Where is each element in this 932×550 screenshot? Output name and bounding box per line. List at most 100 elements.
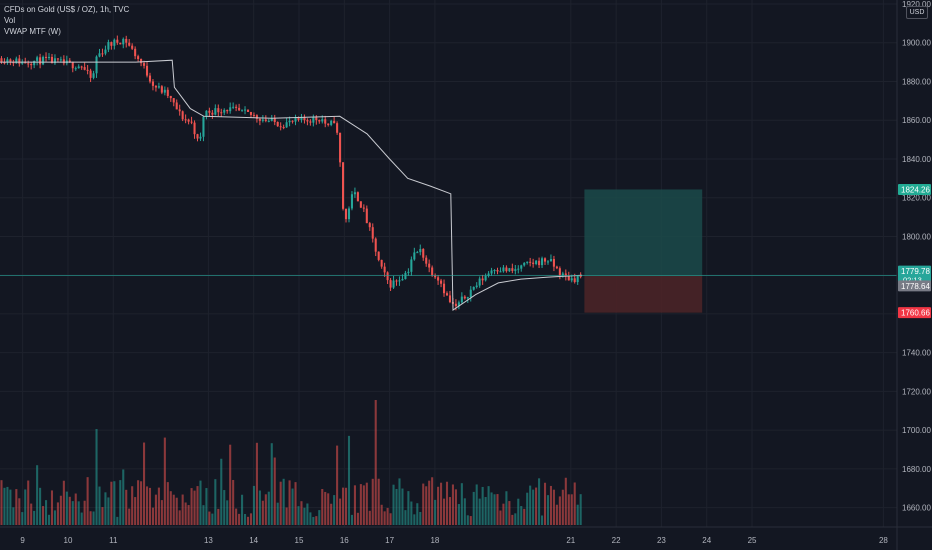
- volume-bar: [342, 487, 345, 525]
- candle-body: [110, 42, 113, 46]
- candle-body: [202, 116, 205, 137]
- time-axis[interactable]: 9 10 11 13 14 15 16 17 18 21 22 23 24 25 28: [0, 526, 932, 545]
- candle-body: [279, 126, 282, 128]
- candle-body: [532, 262, 535, 264]
- time-tick-label: 21: [566, 536, 575, 545]
- volume-bar: [163, 437, 166, 525]
- candle-body: [303, 116, 306, 121]
- volume-bar: [460, 483, 463, 525]
- volume-bar: [324, 491, 327, 525]
- volume-bar: [181, 494, 184, 525]
- volume-bar: [190, 488, 193, 525]
- price-tick-label: 1860.00: [902, 116, 931, 125]
- time-tick-label: 14: [249, 536, 258, 545]
- volume-bar: [350, 514, 353, 525]
- candle-body: [148, 75, 152, 82]
- candle-body: [50, 56, 54, 64]
- vwap-indicator-label[interactable]: VWAP MTF (W): [4, 27, 61, 36]
- candle-body: [442, 283, 446, 294]
- candle-body: [437, 277, 440, 281]
- price-tick-label: 1660.00: [902, 504, 931, 513]
- candle-body: [77, 66, 80, 69]
- volume-bar: [312, 516, 315, 525]
- candle-body: [445, 293, 449, 296]
- candle-body: [344, 208, 348, 220]
- volume-bar: [83, 500, 86, 525]
- candle-body: [44, 56, 48, 58]
- candle-body: [131, 45, 134, 49]
- volume-bar: [570, 494, 573, 525]
- candle-body: [261, 119, 264, 121]
- candle-body: [475, 285, 478, 287]
- candle-body: [264, 119, 267, 121]
- volume-bar: [413, 514, 416, 525]
- chart-legend: CFDs on Gold (US$ / OZ), 1h, TVC Vol VWA…: [4, 4, 129, 37]
- price-tick-label: 1880.00: [902, 77, 931, 86]
- candle-body: [508, 268, 511, 272]
- time-tick-label: 13: [204, 536, 213, 545]
- volume-bar: [243, 513, 247, 525]
- symbol-title[interactable]: CFDs on Gold (US$ / OZ), 1h, TVC: [4, 5, 130, 14]
- candle-body: [83, 67, 86, 70]
- candle-body: [505, 267, 508, 272]
- volume-bar: [573, 482, 576, 525]
- volume-bar: [44, 500, 48, 525]
- volume-bar: [347, 435, 351, 525]
- volume-bar: [6, 486, 9, 525]
- volume-bar: [294, 482, 297, 525]
- stop-loss-label: 1760.66: [901, 309, 930, 318]
- candle-body: [288, 120, 291, 123]
- volume-bar: [318, 510, 321, 525]
- candle-body: [27, 63, 30, 65]
- candle-body: [350, 194, 353, 209]
- volume-bar: [273, 457, 276, 525]
- candle-body: [321, 119, 324, 122]
- volume-bar: [125, 489, 128, 525]
- candle-body: [558, 268, 561, 276]
- volume-bar: [431, 477, 434, 525]
- candle-body: [356, 192, 359, 202]
- candle-body: [15, 58, 18, 64]
- long-position-tool[interactable]: [584, 189, 703, 313]
- candle-body: [178, 109, 181, 112]
- candle-body: [573, 278, 576, 283]
- price-tick-label: 1720.00: [902, 387, 931, 396]
- volume-bar: [56, 502, 59, 525]
- volume-bar: [389, 513, 392, 525]
- candle-body: [431, 267, 434, 276]
- candle-body: [484, 275, 487, 281]
- volume-bar: [223, 490, 226, 525]
- candle-body: [276, 121, 279, 127]
- volume-bar: [410, 501, 413, 525]
- volume-bar: [95, 429, 98, 525]
- volume-bar: [205, 488, 208, 525]
- candle-body: [392, 280, 395, 288]
- candle-body: [561, 273, 564, 276]
- candle-body: [101, 53, 104, 55]
- candle-body: [466, 297, 469, 299]
- candle-body: [217, 108, 220, 113]
- volume-bar: [270, 443, 273, 525]
- profit-zone: [584, 189, 703, 276]
- volume-bar: [169, 491, 172, 525]
- volume-bar: [383, 511, 386, 525]
- volume-bar: [508, 501, 511, 525]
- volume-bar: [119, 480, 122, 525]
- candle-body: [80, 66, 83, 68]
- candle-body: [469, 289, 472, 298]
- volume-bar: [86, 477, 89, 525]
- volume-bar: [92, 511, 95, 525]
- candle-body: [552, 259, 555, 267]
- volume-bar: [9, 489, 12, 525]
- volume-bar: [469, 516, 472, 525]
- currency-badge[interactable]: USD: [906, 6, 928, 19]
- volume-bar: [53, 510, 56, 525]
- volume-bar: [151, 507, 155, 525]
- volume-bar: [255, 442, 258, 525]
- candle-body: [541, 258, 544, 266]
- volume-indicator-label[interactable]: Vol: [4, 16, 16, 25]
- take-profit-label-bg: [898, 183, 931, 195]
- candle-body: [336, 123, 339, 133]
- candle-body: [125, 38, 128, 43]
